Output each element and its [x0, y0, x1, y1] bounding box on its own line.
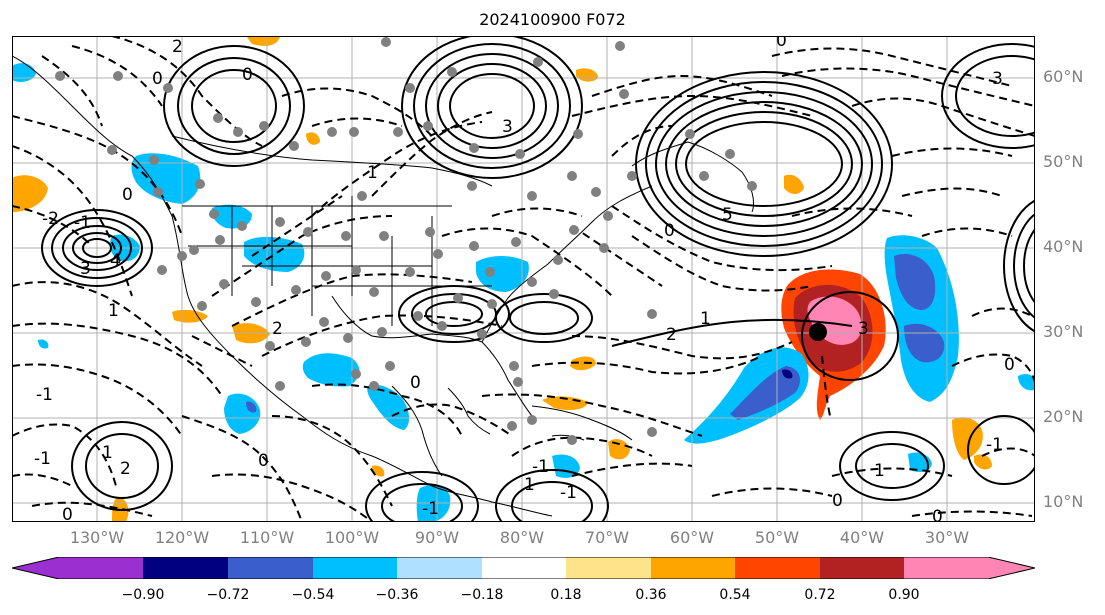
colorbar-tick-label: −0.72 [206, 587, 250, 603]
contour-label: 1 [108, 301, 119, 321]
colorbar-segment [820, 557, 904, 579]
lon-label: 70°W [584, 528, 630, 547]
contour-label: -1 [560, 483, 577, 503]
contour-label: 0 [258, 451, 269, 471]
colorbar-tick-label: −0.36 [375, 587, 419, 603]
contour-label: 5 [722, 205, 733, 225]
lon-label: 120°W [154, 528, 210, 547]
lon-label: 60°W [669, 528, 715, 547]
lat-label: 40°N [1043, 237, 1084, 256]
lat-label: 60°N [1043, 67, 1084, 86]
dashed-contours [12, 36, 1035, 522]
lon-label: 50°W [754, 528, 800, 547]
contour-label: 1 [700, 309, 711, 329]
colorbar-tick-label: 0.72 [804, 587, 836, 603]
colorbar-segment [651, 557, 735, 579]
map-canvas: 2 0 0 1 3 4 -1 0 -2 1 2 3 5 0 2 1 3 -1 0… [12, 36, 1035, 522]
lat-label: 10°N [1043, 492, 1084, 511]
contour-label: 0 [62, 505, 73, 522]
contour-label: 2 [272, 319, 283, 339]
contour-label: -1 [422, 499, 439, 519]
contour-label-group: 2 0 0 1 3 4 -1 0 -2 1 2 3 5 0 2 1 3 -1 0… [34, 36, 1015, 522]
map-frame [12, 36, 1035, 522]
map-title: 2024100900 F072 [479, 10, 626, 29]
contour-label: 0 [832, 491, 843, 511]
storm-center-marker [809, 323, 827, 341]
contour-label: 0 [152, 69, 163, 89]
contour-label: 2 [172, 37, 183, 57]
contour-label: 1 [524, 475, 535, 495]
contour-label: 0 [932, 507, 943, 522]
lat-label: 50°N [1043, 152, 1084, 171]
colorbar-tick-label: −0.18 [460, 587, 504, 603]
contour-label: 0 [122, 185, 133, 205]
contour-label: 1 [102, 443, 113, 463]
contour-label: 0 [242, 65, 253, 85]
contour-label: 0 [1004, 355, 1015, 375]
colorbar-tick-label: 0.90 [888, 587, 920, 603]
colorbar [12, 557, 1035, 579]
colorbar-tick-label: −0.54 [291, 587, 335, 603]
colorbar-tick-label: 0.18 [550, 587, 582, 603]
contour-label: -1 [986, 435, 1003, 455]
lon-label: 80°W [499, 528, 545, 547]
contour-label: -1 [36, 385, 53, 405]
colorbar-tick-label: −0.90 [121, 587, 165, 603]
contour-label: 0 [664, 221, 675, 241]
colorbar-segment [228, 557, 313, 579]
lon-label: 100°W [324, 528, 380, 547]
colorbar-tick-label: 0.54 [719, 587, 751, 603]
lon-label: 90°W [414, 528, 460, 547]
colorbar-segment [566, 557, 651, 579]
contour-label: 3 [858, 319, 869, 339]
lon-label: 130°W [69, 528, 125, 547]
colorbar-segment [12, 557, 143, 579]
colorbar-segment [143, 557, 228, 579]
contour-label: 2 [120, 459, 131, 479]
contour-label: 0 [776, 36, 787, 51]
contour-label: 4 [110, 251, 121, 271]
colorbar-tick-label: 0.36 [635, 587, 667, 603]
colorbar-segment [313, 557, 397, 579]
contour-label: -1 [74, 213, 91, 233]
contour-label: -2 [42, 209, 59, 229]
contour-label: 2 [666, 325, 677, 345]
colorbar-segment [735, 557, 820, 579]
contour-label: 3 [80, 259, 91, 279]
lat-label: 30°N [1043, 322, 1084, 341]
lon-label: 110°W [239, 528, 295, 547]
lon-label: 30°W [924, 528, 970, 547]
contour-label: 3 [502, 117, 513, 137]
solid-contours [41, 36, 1035, 522]
contour-label: 1 [874, 461, 885, 481]
colorbar-segment [397, 557, 482, 579]
lon-label: 40°W [839, 528, 885, 547]
map-panel: 2 0 0 1 3 4 -1 0 -2 1 2 3 5 0 2 1 3 -1 0… [12, 36, 1035, 522]
contour-label: 1 [367, 163, 378, 183]
colorbar-segment [482, 557, 566, 579]
lat-label: 20°N [1043, 407, 1084, 426]
contour-label: -1 [532, 457, 549, 477]
colorbar-segment [904, 557, 1035, 579]
contour-label: -1 [34, 449, 51, 469]
contour-label: 0 [410, 373, 421, 393]
contour-label: 3 [992, 69, 1003, 89]
station-markers [55, 37, 757, 445]
